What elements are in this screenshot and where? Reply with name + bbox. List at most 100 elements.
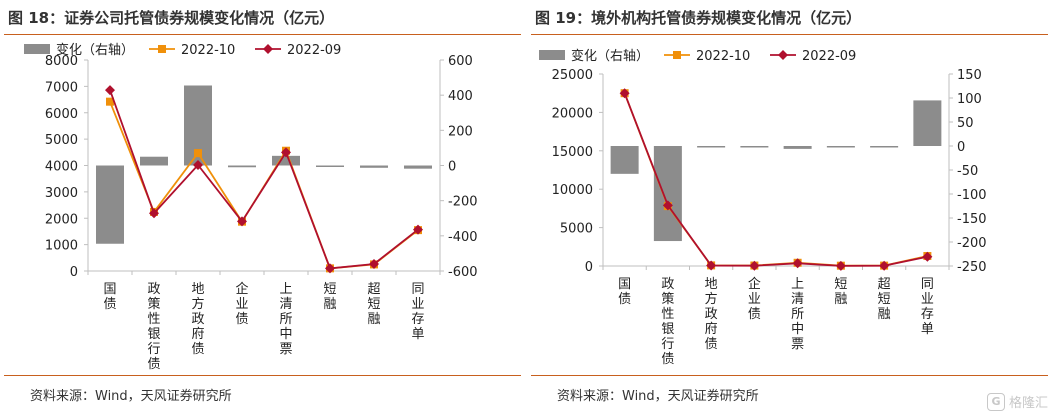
point-marker bbox=[662, 200, 673, 211]
legend-label: 2022-09 bbox=[287, 43, 341, 58]
chart-title: 图 19：境外机构托管债券规模变化情况（亿元） bbox=[535, 9, 862, 27]
left-tick-label: 1000 bbox=[45, 239, 78, 254]
right-tick-label: -150 bbox=[957, 212, 987, 227]
left-tick-label: 6000 bbox=[45, 107, 78, 122]
chart-panel-left: 图 18：证券公司托管债券规模变化情况（亿元） 变化（右轴） 2022-10 202… bbox=[4, 9, 521, 404]
chart-panel-right: 图 19：境外机构托管债券规模变化情况（亿元） 变化（右轴） 2022-10 202… bbox=[527, 0, 1054, 417]
legend-marker-diamond bbox=[263, 44, 273, 54]
legend-swatch-bar bbox=[539, 50, 565, 60]
category-label: 地方政府债 bbox=[705, 277, 718, 352]
source-rule bbox=[4, 375, 521, 376]
bar-change bbox=[140, 156, 168, 166]
point-marker bbox=[706, 260, 717, 271]
series-line bbox=[109, 101, 419, 270]
left-tick-label: 2000 bbox=[45, 212, 78, 227]
legend: 变化（右轴） 2022-10 2022-09 bbox=[539, 48, 856, 64]
bar-change bbox=[228, 165, 256, 168]
point-marker bbox=[413, 224, 423, 235]
category-label: 国债 bbox=[103, 282, 116, 312]
right-tick-label: 0 bbox=[957, 140, 965, 155]
point-marker bbox=[237, 216, 247, 227]
point-marker bbox=[922, 251, 933, 262]
left-tick-label: 15000 bbox=[552, 145, 593, 160]
legend-label: 2022-10 bbox=[696, 49, 750, 64]
right-tick-label: 150 bbox=[957, 68, 982, 83]
chart-svg: 变化（右轴） 2022-10 2022-09 0 5000 10000 15000 20000… bbox=[539, 48, 987, 367]
category-label: 国债 bbox=[618, 277, 631, 307]
source-note: 资料来源：Wind，天风证券研究所 bbox=[30, 389, 232, 404]
bar-change bbox=[913, 100, 942, 146]
legend-label: 变化（右轴） bbox=[56, 42, 134, 58]
point-marker bbox=[193, 159, 203, 170]
category-label: 超短融 bbox=[878, 277, 891, 322]
left-tick-label: 7000 bbox=[45, 80, 78, 95]
category-label: 企业债 bbox=[235, 281, 248, 327]
title-rule bbox=[531, 34, 1048, 35]
left-tick-label: 0 bbox=[70, 265, 78, 280]
chart-title: 图 18：证券公司托管债券规模变化情况（亿元） bbox=[8, 9, 335, 27]
left-tick-label: 3000 bbox=[45, 186, 78, 201]
category-label: 上清所中票 bbox=[279, 282, 292, 357]
point-marker bbox=[879, 260, 890, 271]
point-marker bbox=[194, 149, 202, 158]
left-tick-label: 20000 bbox=[552, 106, 593, 121]
left-tick-label: 5000 bbox=[45, 133, 78, 148]
watermark-text: 格隆汇 bbox=[1008, 396, 1048, 411]
series-line bbox=[623, 92, 928, 267]
legend-swatch-bar bbox=[24, 44, 50, 54]
bar-change bbox=[272, 155, 300, 166]
left-tick-label: 4000 bbox=[45, 160, 78, 175]
bar-change bbox=[697, 146, 726, 148]
source-note: 资料来源：Wind，天风证券研究所 bbox=[557, 389, 759, 404]
legend-label: 2022-10 bbox=[181, 43, 235, 58]
point-marker bbox=[149, 208, 159, 219]
left-tick-label: 5000 bbox=[560, 222, 593, 237]
right-tick-label: -400 bbox=[448, 230, 478, 245]
category-label: 超短融 bbox=[367, 282, 380, 327]
bar-change bbox=[316, 165, 344, 167]
chart-svg: 变化（右轴） 2022-10 2022-09 0 1000 2000 3000 4000 500… bbox=[24, 42, 478, 372]
right-tick-label: 50 bbox=[957, 116, 974, 131]
right-tick-label: -600 bbox=[448, 265, 478, 280]
bar-change bbox=[740, 146, 769, 148]
title-rule bbox=[4, 34, 521, 35]
point-marker bbox=[792, 258, 803, 269]
left-tick-label: 25000 bbox=[552, 68, 593, 83]
category-label: 地方政府债 bbox=[191, 282, 204, 357]
bar-change bbox=[360, 165, 388, 168]
legend-marker-diamond bbox=[778, 50, 788, 60]
left-tick-label: 0 bbox=[585, 260, 593, 275]
point-marker bbox=[619, 88, 630, 99]
point-marker bbox=[325, 263, 335, 274]
point-marker bbox=[835, 260, 846, 271]
right-tick-label: 200 bbox=[448, 124, 473, 139]
gelonghui-logo-icon: G bbox=[986, 392, 1005, 411]
legend: 变化（右轴） 2022-10 2022-09 bbox=[24, 42, 341, 58]
bar-change bbox=[783, 146, 812, 149]
source-rule bbox=[531, 375, 1048, 376]
bar-change bbox=[404, 165, 432, 169]
point-marker bbox=[106, 97, 114, 106]
bar-change bbox=[826, 146, 855, 148]
category-label: 企业债 bbox=[748, 276, 761, 322]
right-tick-label: -200 bbox=[448, 195, 478, 210]
right-tick-label: 600 bbox=[448, 54, 473, 69]
category-label: 短融 bbox=[834, 277, 847, 307]
category-label: 同业存单 bbox=[411, 282, 424, 342]
bar-change bbox=[653, 146, 682, 242]
point-marker bbox=[749, 260, 760, 271]
legend-marker-square bbox=[158, 45, 166, 53]
category-label: 短融 bbox=[323, 282, 336, 312]
watermark: G 格隆汇 bbox=[986, 392, 1048, 411]
point-marker bbox=[105, 85, 115, 96]
left-tick-label: 8000 bbox=[45, 54, 78, 69]
right-tick-label: 400 bbox=[448, 89, 473, 104]
right-tick-label: -100 bbox=[957, 188, 987, 203]
bar-change bbox=[610, 146, 639, 174]
category-label: 政策性银行债 bbox=[661, 277, 674, 367]
right-tick-label: 100 bbox=[957, 92, 982, 107]
category-label: 上清所中票 bbox=[791, 277, 804, 352]
bar-change bbox=[96, 165, 124, 244]
right-tick-label: -50 bbox=[957, 164, 978, 179]
series-line bbox=[109, 89, 419, 270]
